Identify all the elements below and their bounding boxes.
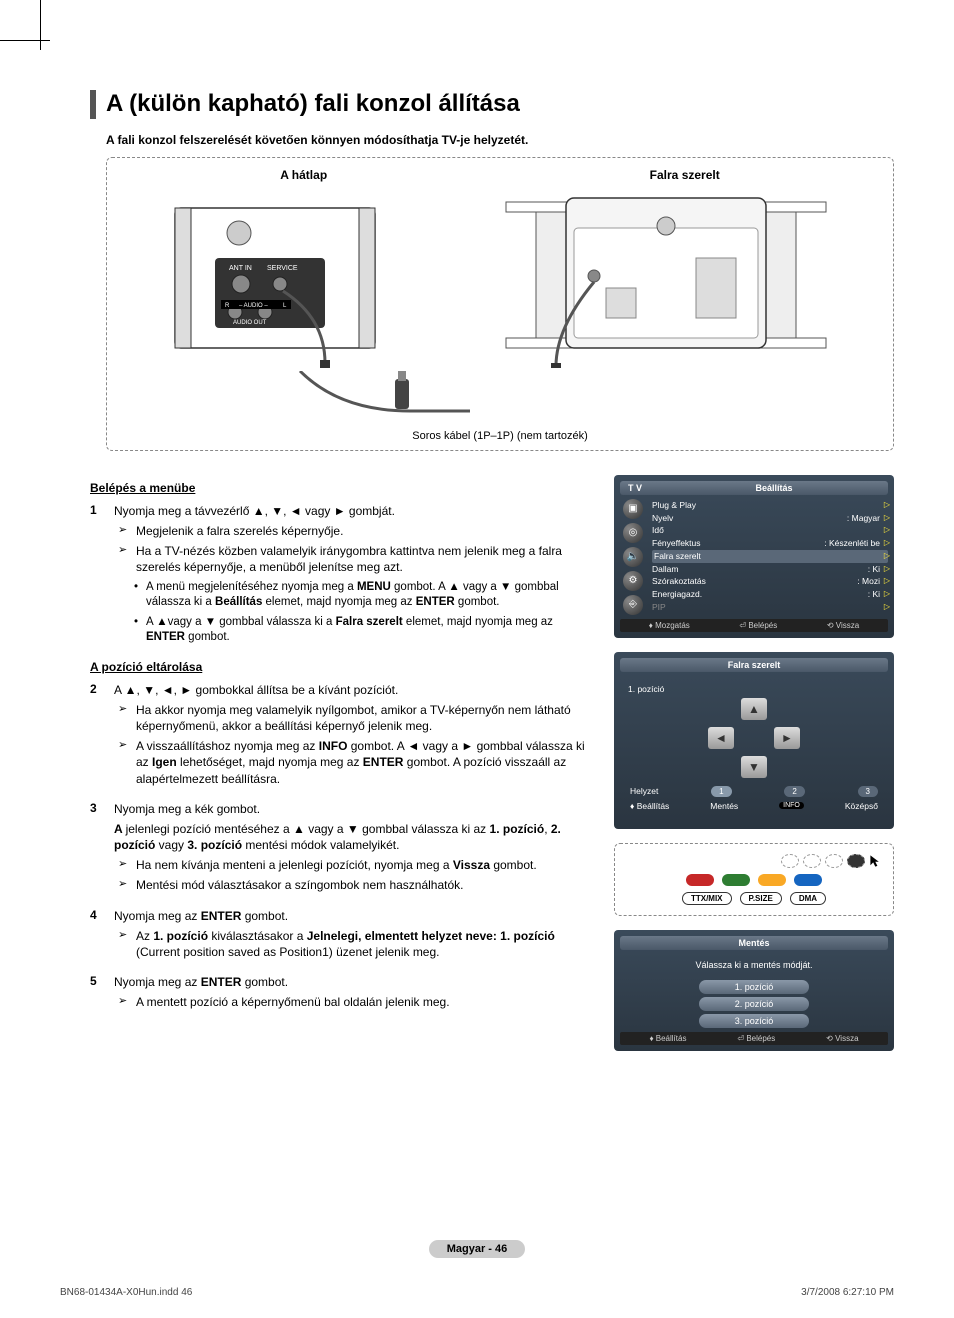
save-pos-1[interactable]: 1. pozíció [699,980,809,994]
save-message: Válassza ki a mentés módját. [620,960,888,970]
osd-footer: ♦ Beállítás ⏎ Belépés ⟲ Vissza [620,1032,888,1045]
save-pos-2[interactable]: 2. pozíció [699,997,809,1011]
position-row: Helyzet 1 2 3 [630,786,878,797]
diagram-caption: Soros kábel (1P–1P) (nem tartozék) [119,430,881,442]
subtitle: A fali konzol felszerelését követően kön… [106,133,894,147]
title-accent [90,90,96,119]
page-number: Magyar - 46 [429,1240,526,1258]
remote-buttons: TTX/MIX P.SIZE DMA [614,843,894,916]
input-icon: ⎆ [623,595,643,615]
step-2: 2 A ▲, ▼, ◄, ► gombokkal állítsa be a kí… [90,682,594,791]
action-row: ♦ Beállítás Mentés INFO Középső [630,801,878,811]
osd-menu-item: Szórakoztatás: Mozi▷ [652,575,888,588]
speaker-icon: 🔈 [623,547,643,567]
print-footer: BN68-01434A-X0Hun.indd 46 3/7/2008 6:27:… [60,1287,894,1298]
step-1: 1 Nyomja meg a távvezérlő ▲, ▼, ◄ vagy ►… [90,503,594,650]
osd-header: Beállítás [668,483,880,493]
section-store-position: A pozíció eltárolása [90,660,594,674]
osd-menu-item: Nyelv: Magyar▷ [652,512,888,525]
diagram-wall-mount [496,188,836,371]
dpad-down[interactable]: ▼ [741,756,767,778]
psize-button[interactable]: P.SIZE [740,892,782,905]
tv-icon: ▣ [623,499,643,519]
ttx-button[interactable]: TTX/MIX [682,892,732,905]
green-button[interactable] [722,874,750,886]
osd-settings-menu: T V Beállítás ▣ ◎ 🔈 ⚙ ⎆ Plug & Play▷Nyel… [614,475,894,638]
section-menu-entry: Belépés a menübe [90,481,594,495]
title-bar: A (külön kapható) fali konzol állítása [90,90,894,119]
red-button[interactable] [686,874,714,886]
dashed-ring-2 [803,854,821,868]
dpad-up[interactable]: ▲ [741,698,767,720]
dpad-right[interactable]: ► [774,727,800,749]
svg-text:AUDIO OUT: AUDIO OUT [233,320,267,326]
dashed-ring-3 [825,854,843,868]
page-title: A (külön kapható) fali konzol állítása [106,90,520,119]
gear-icon: ⚙ [623,571,643,591]
diagram-label-right: Falra szerelt [650,168,720,182]
position-label: 1. pozíció [628,684,880,694]
osd-menu-item: Idő▷ [652,524,888,537]
osd-tv-label: T V [628,483,668,493]
step-5: 5 Nyomja meg az ENTER gombot. A mentett … [90,974,594,1014]
print-timestamp: 3/7/2008 6:27:10 PM [801,1287,894,1298]
page-footer: Magyar - 46 [0,1240,954,1258]
dpad-left[interactable]: ◄ [708,727,734,749]
osd-menu-item: Falra szerelt▷ [652,550,888,563]
osd-menu-list: Plug & Play▷Nyelv: Magyar▷Idő▷Fényeffekt… [652,499,888,615]
osd-save: Mentés Válassza ki a mentés módját. 1. p… [614,930,894,1051]
target-icon: ◎ [623,523,643,543]
osd-column: T V Beállítás ▣ ◎ 🔈 ⚙ ⎆ Plug & Play▷Nyel… [614,475,894,1065]
osd-menu-item: Energiagazd.: Ki▷ [652,588,888,601]
instructions-column: Belépés a menübe 1 Nyomja meg a távvezér… [90,475,594,1065]
osd-wall-mount: Falra szerelt 1. pozíció ▲ ▼ ◄ ► Helyzet… [614,652,894,829]
osd-icon-strip: ▣ ◎ 🔈 ⚙ ⎆ [620,499,646,615]
osd-menu-item: Dallam: Ki▷ [652,563,888,576]
step-4: 4 Nyomja meg az ENTER gombot. Az 1. pozí… [90,908,594,965]
page: A (külön kapható) fali konzol állítása A… [0,0,954,1318]
diagram-back-panel: ANT IN SERVICE R – AUDIO – L AUDIO OUT [165,188,385,371]
svg-text:– AUDIO –: – AUDIO – [239,303,268,309]
step-3: 3 Nyomja meg a kék gombot. A jelenlegi p… [90,801,594,898]
dpad: ▲ ▼ ◄ ► [704,698,804,778]
label-ant: ANT IN [229,265,252,272]
diagram-box: A hátlap Falra szerelt ANT IN SERVICE [106,157,894,451]
diagram-label-left: A hátlap [280,168,327,182]
cursor-icon [869,854,883,868]
cable-connector [119,371,881,421]
yellow-button[interactable] [758,874,786,886]
label-service: SERVICE [267,265,298,272]
osd-menu-item: Fényeffektus: Készenléti be▷ [652,537,888,550]
osd-menu-item: PIP▷ [652,601,888,614]
dma-button[interactable]: DMA [790,892,826,905]
blue-button[interactable] [794,874,822,886]
dashed-ring-1 [781,854,799,868]
print-file: BN68-01434A-X0Hun.indd 46 [60,1287,192,1298]
svg-text:R: R [225,303,230,309]
dashed-ring-4 [847,854,865,868]
osd-footer: ♦ Mozgatás ⏎ Belépés ⟲ Vissza [620,619,888,632]
save-pos-3[interactable]: 3. pozíció [699,1014,809,1028]
osd-menu-item: Plug & Play▷ [652,499,888,512]
